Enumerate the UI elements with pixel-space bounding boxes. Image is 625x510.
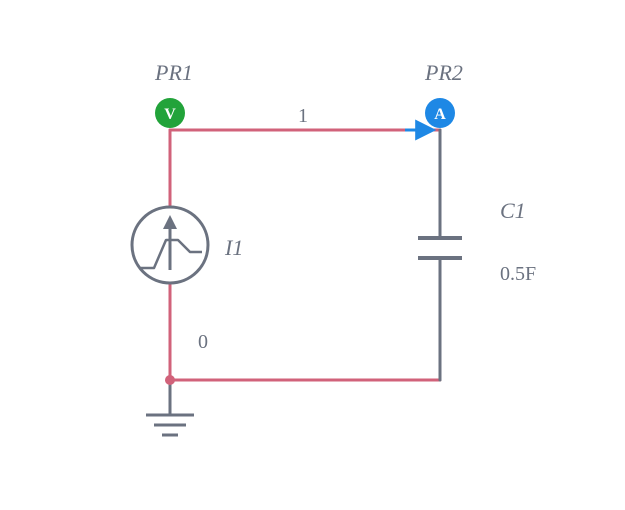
junction-node (165, 375, 175, 385)
node-label-0: 0 (198, 331, 208, 353)
probe-voltage: V (155, 98, 185, 128)
wire-loop-highlight (170, 130, 440, 380)
node-label-1: 1 (298, 105, 308, 127)
probe-current-glyph: A (434, 106, 446, 123)
capacitor (418, 238, 462, 258)
current-source-label: I1 (224, 235, 243, 260)
probe-voltage-glyph: V (164, 106, 176, 123)
capacitor-value: 0.5F (500, 263, 536, 285)
probe-current: A (425, 98, 455, 128)
current-source (132, 207, 208, 283)
probe-voltage-label: PR1 (154, 60, 193, 85)
ground-symbol (146, 380, 194, 435)
probe-current-label: PR2 (424, 60, 463, 85)
capacitor-label: C1 (500, 198, 526, 223)
